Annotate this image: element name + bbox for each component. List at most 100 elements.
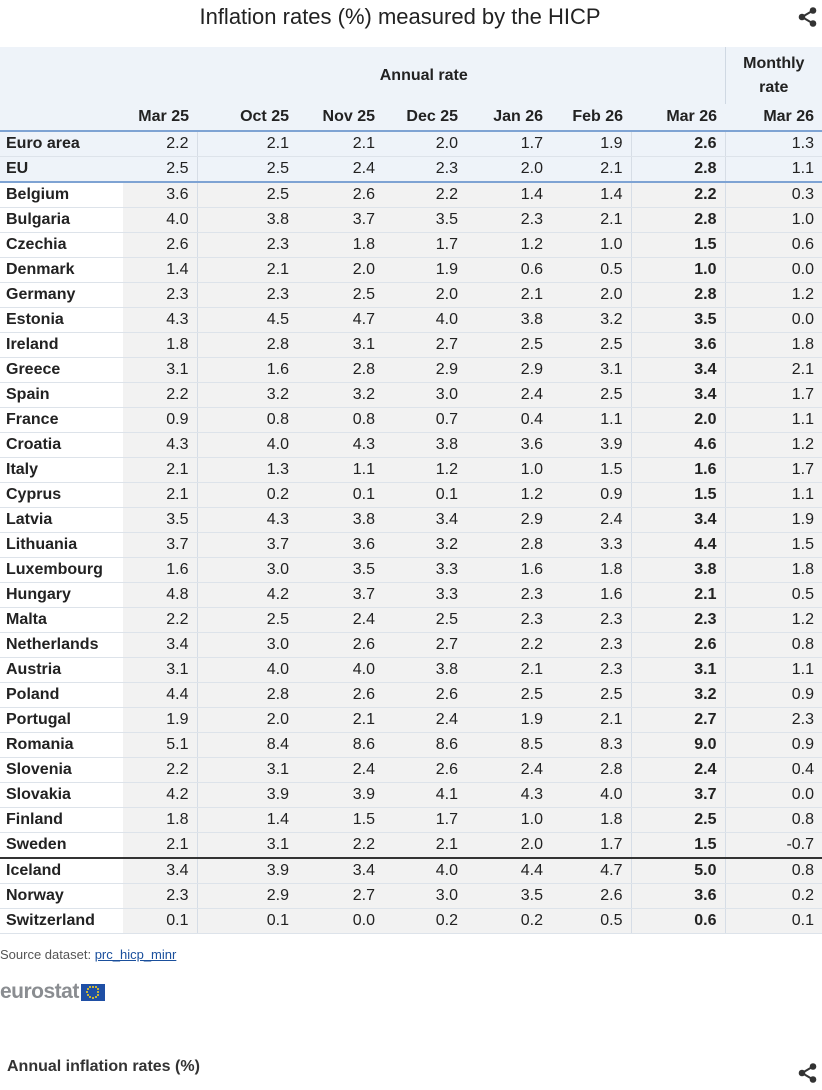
annual-rate-cell: 1.0: [551, 232, 632, 258]
share-icon[interactable]: [797, 1062, 819, 1084]
annual-rate-cell: 3.1: [123, 657, 198, 683]
annual-rate-cell: 3.0: [197, 557, 297, 583]
annual-rate-cell: 4.3: [123, 432, 198, 458]
table-row: Slovenia 2.2 3.1 2.4 2.6 2.4 2.8 2.4 0.4: [0, 757, 822, 783]
annual-rate-cell: 2.3: [466, 207, 551, 233]
monthly-rate-cell: 0.8: [725, 807, 822, 833]
annual-rate-cell: 3.6: [631, 332, 726, 358]
annual-rate-cell: 3.5: [631, 307, 726, 333]
monthly-rate-cell: 2.1: [725, 357, 822, 383]
annual-rate-cell: 3.3: [383, 557, 466, 583]
annual-rate-cell: 2.4: [297, 607, 383, 633]
table-row: Spain 2.2 3.2 3.2 3.0 2.4 2.5 3.4 1.7: [0, 382, 822, 408]
table-row: Estonia 4.3 4.5 4.7 4.0 3.8 3.2 3.5 0.0: [0, 307, 822, 333]
annual-rate-cell: 3.8: [383, 657, 466, 683]
source-line: Source dataset: prc_hicp_minr: [0, 947, 176, 962]
annual-rate-cell: 2.5: [197, 156, 297, 183]
annual-rate-cell: 4.0: [383, 857, 466, 884]
annual-rate-cell: 2.9: [466, 507, 551, 533]
group-monthly-rate: Monthly rate: [724, 47, 822, 104]
annual-rate-cell: 3.4: [297, 857, 383, 884]
column-header-country: [0, 104, 123, 132]
annual-rate-cell: 2.1: [551, 156, 632, 183]
annual-rate-cell: 4.5: [197, 307, 297, 333]
annual-rate-cell: 2.5: [297, 282, 383, 308]
annual-rate-cell: 2.0: [297, 257, 383, 283]
monthly-rate-cell: -0.7: [725, 832, 822, 859]
country-name: Sweden: [0, 832, 123, 859]
source-label: Source dataset:: [0, 947, 92, 962]
annual-rate-cell: 2.0: [466, 156, 551, 183]
annual-rate-cell: 3.7: [123, 532, 198, 558]
annual-rate-cell: 4.0: [197, 657, 297, 683]
table-row: Poland 4.4 2.8 2.6 2.6 2.5 2.5 3.2 0.9: [0, 682, 822, 708]
table-row: Greece 3.1 1.6 2.8 2.9 2.9 3.1 3.4 2.1: [0, 357, 822, 383]
annual-rate-cell: 8.5: [466, 732, 551, 758]
country-name: Denmark: [0, 257, 123, 283]
annual-rate-cell: 2.9: [197, 883, 297, 909]
annual-rate-cell: 1.0: [466, 457, 551, 483]
annual-rate-cell: 2.2: [123, 607, 198, 633]
column-group-row: Annual rate Monthly rate: [0, 47, 822, 104]
table-row: Austria 3.1 4.0 4.0 3.8 2.1 2.3 3.1 1.1: [0, 657, 822, 683]
annual-rate-cell: 0.1: [197, 908, 297, 934]
table-row: Denmark 1.4 2.1 2.0 1.9 0.6 0.5 1.0 0.0: [0, 257, 822, 283]
annual-rate-cell: 3.5: [123, 507, 198, 533]
annual-rate-cell: 0.4: [466, 407, 551, 433]
column-header: Mar 25: [123, 104, 197, 132]
annual-rate-cell: 0.5: [551, 257, 632, 283]
annual-rate-cell: 1.6: [197, 357, 297, 383]
annual-rate-cell: 2.5: [197, 182, 297, 208]
annual-rate-cell: 3.4: [631, 507, 726, 533]
annual-rate-cell: 1.8: [123, 807, 198, 833]
eu-flag-icon: [80, 983, 105, 1001]
annual-rate-cell: 4.0: [197, 432, 297, 458]
annual-rate-cell: 2.4: [631, 757, 726, 783]
annual-rate-cell: 2.6: [123, 232, 198, 258]
annual-rate-cell: 4.7: [551, 857, 632, 884]
annual-rate-cell: 2.3: [383, 156, 466, 183]
annual-rate-cell: 2.0: [197, 707, 297, 733]
annual-rate-cell: 2.5: [551, 382, 632, 408]
annual-rate-cell: 1.4: [197, 807, 297, 833]
annual-rate-cell: 2.1: [466, 282, 551, 308]
monthly-rate-cell: 1.5: [725, 532, 822, 558]
column-header-row: Mar 25 Oct 25 Nov 25 Dec 25 Jan 26 Feb 26 Mar …: [0, 104, 822, 132]
annual-rate-cell: 2.3: [551, 657, 632, 683]
monthly-rate-cell: 0.8: [725, 857, 822, 884]
annual-rate-cell: 3.8: [297, 507, 383, 533]
annual-rate-cell: 0.2: [466, 908, 551, 934]
country-name: Slovakia: [0, 782, 123, 808]
annual-rate-cell: 2.5: [123, 156, 198, 183]
table-row: Netherlands 3.4 3.0 2.6 2.7 2.2 2.3 2.6 0.8: [0, 632, 822, 658]
annual-rate-cell: 1.4: [466, 182, 551, 208]
annual-rate-cell: 2.6: [297, 632, 383, 658]
eurostat-logo: eurostat: [0, 980, 105, 1003]
annual-rate-cell: 3.2: [297, 382, 383, 408]
annual-rate-cell: 2.3: [631, 607, 726, 633]
annual-rate-cell: 2.1: [631, 582, 726, 608]
annual-rate-cell: 0.2: [383, 908, 466, 934]
annual-rate-cell: 2.8: [631, 156, 726, 183]
annual-rate-cell: 2.8: [197, 332, 297, 358]
annual-rate-cell: 3.5: [466, 883, 551, 909]
share-icon[interactable]: [797, 6, 819, 28]
annual-rate-cell: 0.9: [123, 407, 198, 433]
annual-rate-cell: 2.6: [631, 131, 726, 157]
annual-rate-cell: 0.6: [466, 257, 551, 283]
source-dataset-link[interactable]: prc_hicp_minr: [94, 947, 177, 962]
annual-rate-cell: 2.8: [551, 757, 632, 783]
country-name: Bulgaria: [0, 207, 123, 233]
country-name: Greece: [0, 357, 123, 383]
annual-rate-cell: 2.1: [551, 707, 632, 733]
annual-rate-cell: 4.4: [631, 532, 726, 558]
country-name: Latvia: [0, 507, 123, 533]
annual-rate-cell: 1.9: [123, 707, 198, 733]
annual-rate-cell: 3.8: [197, 207, 297, 233]
annual-rate-cell: 2.3: [123, 282, 198, 308]
annual-rate-cell: 3.3: [383, 582, 466, 608]
country-name: Romania: [0, 732, 123, 758]
annual-rate-cell: 2.1: [551, 207, 632, 233]
country-name: Slovenia: [0, 757, 123, 783]
annual-rate-cell: 2.4: [297, 156, 383, 183]
